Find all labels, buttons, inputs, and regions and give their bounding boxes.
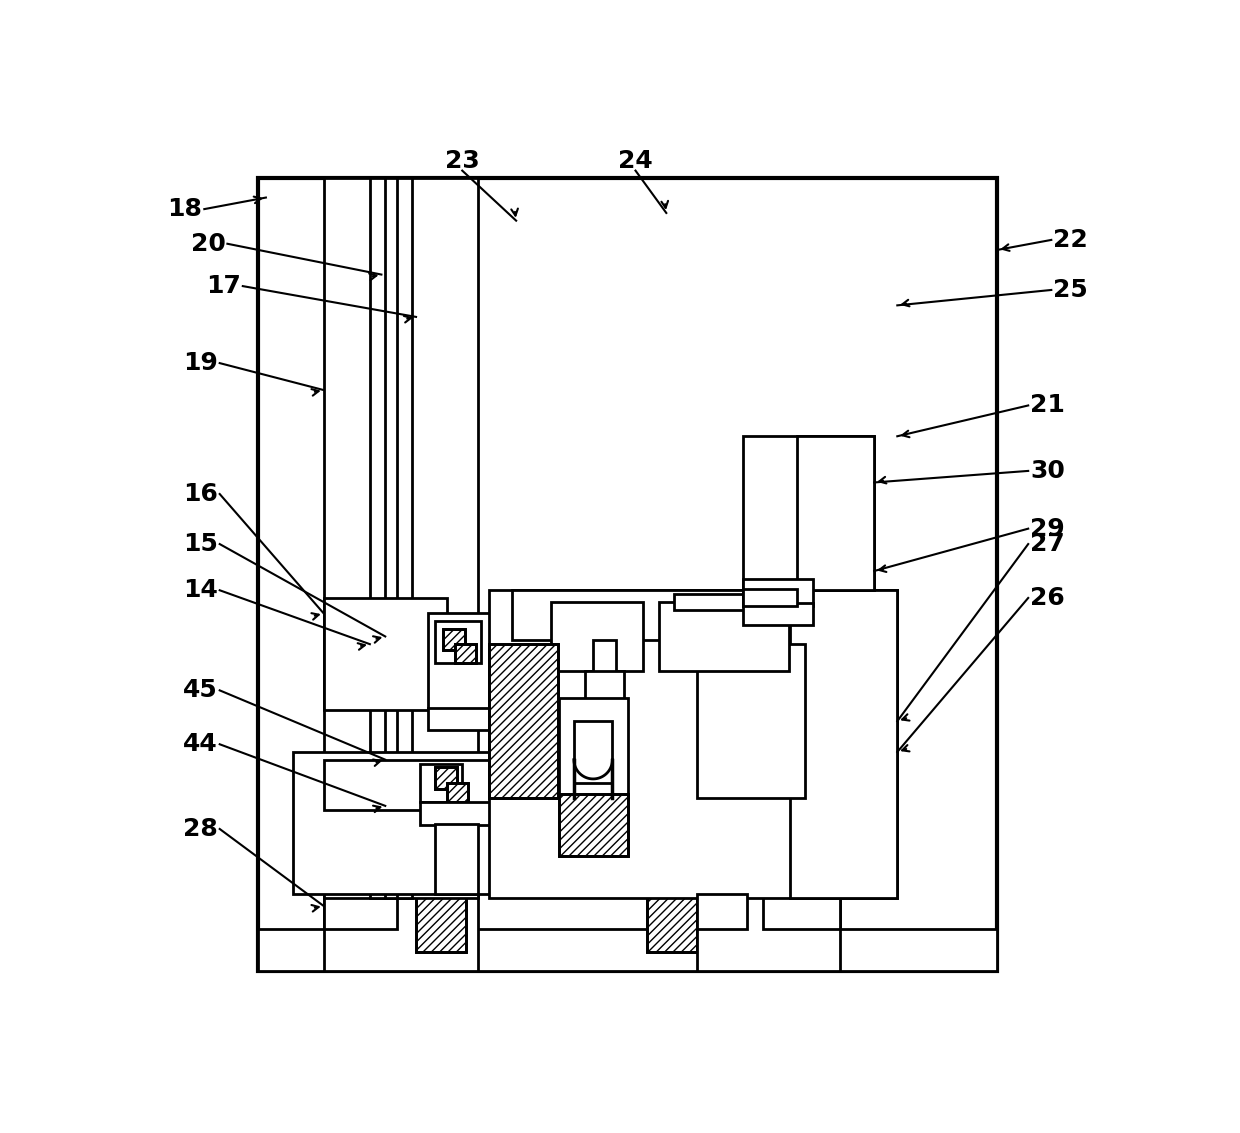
Text: 28: 28: [184, 817, 218, 841]
Bar: [386, 178, 397, 898]
Bar: [435, 824, 477, 894]
Bar: [805, 645, 898, 798]
Text: 45: 45: [184, 679, 218, 702]
Bar: [805, 645, 898, 798]
Bar: [743, 589, 797, 606]
Bar: [647, 894, 697, 952]
Bar: [417, 894, 466, 952]
Bar: [551, 602, 644, 671]
Text: 19: 19: [184, 351, 218, 375]
Bar: [558, 698, 627, 798]
Bar: [324, 598, 446, 709]
Bar: [420, 764, 463, 802]
Bar: [574, 722, 613, 783]
Text: 18: 18: [167, 197, 202, 221]
Text: 15: 15: [184, 533, 218, 556]
Bar: [258, 178, 997, 971]
Bar: [585, 671, 624, 725]
Text: 44: 44: [184, 732, 218, 756]
Bar: [675, 594, 774, 610]
Bar: [558, 794, 627, 855]
Bar: [455, 645, 476, 664]
Bar: [490, 590, 898, 898]
Bar: [797, 436, 874, 590]
Bar: [743, 579, 812, 606]
Bar: [558, 794, 627, 855]
Bar: [324, 759, 516, 810]
Text: 27: 27: [1030, 533, 1065, 556]
Text: 24: 24: [618, 148, 653, 172]
Bar: [446, 783, 469, 802]
Bar: [647, 894, 697, 952]
Text: 23: 23: [445, 148, 480, 172]
Bar: [593, 640, 616, 695]
Bar: [428, 708, 512, 730]
Bar: [324, 894, 477, 971]
Bar: [435, 621, 481, 664]
Text: 26: 26: [1030, 586, 1065, 610]
Text: 25: 25: [1053, 278, 1087, 303]
Bar: [420, 802, 494, 825]
Bar: [370, 178, 412, 898]
Text: 21: 21: [1030, 393, 1065, 417]
Bar: [697, 894, 839, 971]
Bar: [763, 894, 839, 929]
Bar: [658, 602, 790, 671]
Bar: [435, 767, 456, 789]
Bar: [790, 590, 898, 898]
Bar: [293, 752, 516, 894]
Bar: [697, 894, 748, 929]
Text: 20: 20: [191, 232, 226, 256]
Bar: [324, 178, 477, 898]
Bar: [743, 604, 812, 625]
Bar: [446, 783, 469, 802]
Bar: [743, 436, 874, 590]
Bar: [258, 929, 997, 971]
Bar: [455, 645, 476, 664]
Bar: [435, 767, 456, 789]
Text: 30: 30: [1030, 459, 1065, 483]
Bar: [697, 645, 805, 798]
Text: 17: 17: [206, 274, 241, 298]
Bar: [443, 629, 465, 650]
Bar: [324, 894, 397, 929]
Bar: [490, 645, 558, 798]
Text: 22: 22: [1053, 228, 1087, 252]
Text: 16: 16: [184, 482, 218, 506]
Text: 29: 29: [1030, 517, 1065, 540]
Bar: [428, 613, 512, 709]
Bar: [512, 590, 898, 640]
Bar: [417, 894, 466, 952]
Text: 14: 14: [184, 578, 218, 603]
Bar: [490, 645, 558, 798]
Bar: [443, 629, 465, 650]
